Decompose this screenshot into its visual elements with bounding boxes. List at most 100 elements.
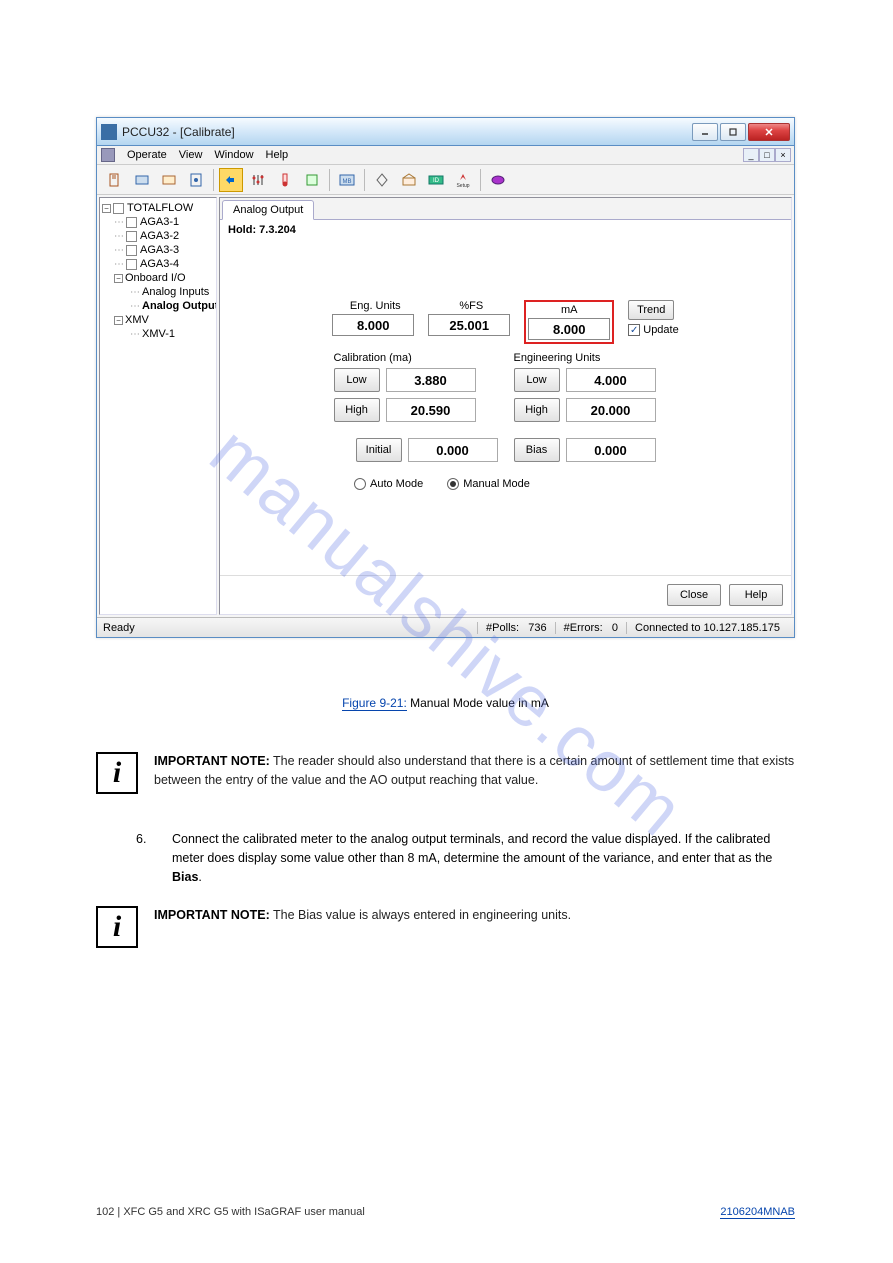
cal-high-value: 20.590 — [386, 398, 476, 422]
mdi-icon — [101, 148, 115, 162]
expand-icon[interactable]: − — [102, 204, 111, 213]
eng-high-button[interactable]: High — [514, 398, 560, 422]
tool-help-icon[interactable] — [486, 168, 510, 192]
tree-item[interactable]: ⋯AGA3-2 — [102, 229, 214, 243]
toolbar-separator — [213, 169, 214, 191]
status-connection: Connected to 10.127.185.175 — [626, 622, 788, 634]
status-errors: #Errors: 0 — [555, 622, 626, 634]
titlebar: PCCU32 - [Calibrate] — [97, 118, 794, 146]
tool-1-icon[interactable] — [103, 168, 127, 192]
info-icon: i — [96, 752, 138, 794]
fs-value: 25.001 — [428, 314, 510, 336]
svg-text:MB: MB — [343, 179, 352, 185]
header-ma-highlighted: mA 8.000 — [524, 300, 614, 344]
trend-button[interactable]: Trend — [628, 300, 674, 320]
tool-diamond-icon[interactable] — [370, 168, 394, 192]
tree-onboard[interactable]: −Onboard I/O — [102, 271, 214, 285]
toolbar: MB ID Setup — [97, 165, 794, 195]
checkbox-icon[interactable] — [126, 217, 137, 228]
eng-units-value: 8.000 — [332, 314, 414, 336]
tree-item[interactable]: ⋯AGA3-1 — [102, 215, 214, 229]
radio-icon — [447, 478, 459, 490]
tree-item[interactable]: ⋯AGA3-3 — [102, 243, 214, 257]
status-bar: Ready #Polls: 736 #Errors: 0 Connected t… — [97, 617, 794, 637]
update-checkbox[interactable]: ✓ — [628, 324, 640, 336]
cal-low-button[interactable]: Low — [334, 368, 380, 392]
tab-analog-output[interactable]: Analog Output — [222, 200, 314, 220]
tool-thermometer-icon[interactable] — [273, 168, 297, 192]
tree-item[interactable]: ⋯Analog Inputs — [102, 285, 214, 299]
note-text: IMPORTANT NOTE: The Bias value is always… — [154, 906, 795, 948]
tool-device-icon[interactable] — [300, 168, 324, 192]
close-dialog-button[interactable]: Close — [667, 584, 721, 606]
calibration-group: Calibration (ma) Low 3.880 High 20.590 — [334, 352, 498, 428]
toolbar-separator — [364, 169, 365, 191]
step-6: 6. Connect the calibrated meter to the a… — [136, 830, 795, 886]
manual-mode-radio[interactable]: Manual Mode — [447, 478, 530, 490]
info-icon: i — [96, 906, 138, 948]
eng-high-value: 20.000 — [566, 398, 656, 422]
tool-setup-icon[interactable]: Setup — [451, 168, 475, 192]
menu-help[interactable]: Help — [260, 149, 295, 161]
tool-3-icon[interactable] — [157, 168, 181, 192]
minimize-button[interactable] — [692, 123, 718, 141]
tool-archive-icon[interactable] — [397, 168, 421, 192]
footer-right: 2106204MNAB — [720, 1206, 795, 1219]
tool-tuning-icon[interactable] — [246, 168, 270, 192]
toolbar-separator — [480, 169, 481, 191]
help-button[interactable]: Help — [729, 584, 783, 606]
tree-item[interactable]: ⋯AGA3-4 — [102, 257, 214, 271]
bias-button[interactable]: Bias — [514, 438, 560, 462]
menu-view[interactable]: View — [173, 149, 209, 161]
note-text: IMPORTANT NOTE: The reader should also u… — [154, 752, 795, 794]
radio-icon — [354, 478, 366, 490]
tool-mb-icon[interactable]: MB — [335, 168, 359, 192]
close-button[interactable] — [748, 123, 790, 141]
checkbox-icon[interactable] — [126, 245, 137, 256]
expand-icon[interactable]: − — [114, 316, 123, 325]
eng-low-value: 4.000 — [566, 368, 656, 392]
cal-high-button[interactable]: High — [334, 398, 380, 422]
bias-value: 0.000 — [566, 438, 656, 462]
footer-left: 102 | XFC G5 and XRC G5 with ISaGRAF use… — [96, 1206, 365, 1219]
menu-operate[interactable]: Operate — [121, 149, 173, 161]
tab-strip: Analog Output — [220, 198, 791, 220]
app-window: PCCU32 - [Calibrate] Operate View Window… — [96, 117, 795, 638]
tool-2-icon[interactable] — [130, 168, 154, 192]
tree-xmv[interactable]: −XMV — [102, 313, 214, 327]
toolbar-separator — [329, 169, 330, 191]
checkbox-icon[interactable] — [113, 203, 124, 214]
initial-button[interactable]: Initial — [356, 438, 402, 462]
app-icon — [101, 124, 117, 140]
menubar: Operate View Window Help _ □ × — [97, 146, 794, 165]
checkbox-icon[interactable] — [126, 231, 137, 242]
tool-sync-icon[interactable] — [219, 168, 243, 192]
tree-label: TOTALFLOW — [127, 202, 193, 214]
tool-id-icon[interactable]: ID — [424, 168, 448, 192]
tree-item-selected[interactable]: ⋯Analog Output — [102, 299, 214, 313]
tree-panel[interactable]: − TOTALFLOW ⋯AGA3-1 ⋯AGA3-2 ⋯AGA3-3 ⋯AGA… — [99, 197, 217, 615]
window-title: PCCU32 - [Calibrate] — [122, 125, 692, 139]
page-footer: 102 | XFC G5 and XRC G5 with ISaGRAF use… — [96, 1206, 795, 1219]
eng-low-button[interactable]: Low — [514, 368, 560, 392]
auto-mode-radio[interactable]: Auto Mode — [354, 478, 423, 490]
svg-text:Setup: Setup — [456, 183, 469, 189]
initial-value: 0.000 — [408, 438, 498, 462]
svg-text:ID: ID — [433, 178, 440, 184]
tree-root[interactable]: − TOTALFLOW — [102, 201, 214, 215]
menu-window[interactable]: Window — [208, 149, 259, 161]
mdi-minimize-button[interactable]: _ — [743, 148, 759, 162]
cal-low-value: 3.880 — [386, 368, 476, 392]
maximize-button[interactable] — [720, 123, 746, 141]
tree-item[interactable]: ⋯XMV-1 — [102, 327, 214, 341]
mdi-restore-button[interactable]: □ — [759, 148, 775, 162]
expand-icon[interactable]: − — [114, 274, 123, 283]
ma-value: 8.000 — [528, 318, 610, 340]
update-label: Update — [643, 324, 678, 336]
mdi-close-button[interactable]: × — [775, 148, 791, 162]
checkbox-icon[interactable] — [126, 259, 137, 270]
tool-4-icon[interactable] — [184, 168, 208, 192]
engineering-group: Engineering Units Low 4.000 High 20.000 — [514, 352, 678, 428]
status-polls: #Polls: 736 — [477, 622, 555, 634]
status-ready: Ready — [103, 622, 477, 634]
